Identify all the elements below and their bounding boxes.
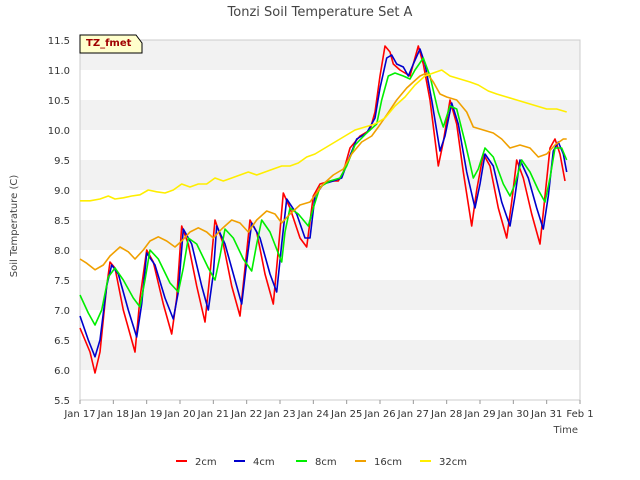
y-tick-label: 11.0 xyxy=(48,66,70,77)
plot-band xyxy=(80,280,580,310)
legend: 2cm 4cm 8cm 16cm 32cm xyxy=(176,457,467,468)
x-tick-label: Jan 22 xyxy=(230,409,262,420)
x-tick-label: Jan 30 xyxy=(497,409,529,420)
plot-band xyxy=(80,190,580,220)
y-tick-label: 7.5 xyxy=(54,276,70,287)
plot-band xyxy=(80,100,580,130)
x-tick-label: Jan 29 xyxy=(463,409,495,420)
y-tick-label: 10.0 xyxy=(48,126,70,137)
series-line-8cm xyxy=(79,57,568,326)
plot-band xyxy=(80,70,580,100)
chart-title: Tonzi Soil Temperature Set A xyxy=(227,5,413,20)
x-tick-label: Jan 21 xyxy=(197,409,229,420)
plot-band xyxy=(80,220,580,250)
x-tick-label: Jan 18 xyxy=(97,409,129,420)
y-tick-label: 9.0 xyxy=(54,186,70,197)
y-tick-label: 8.5 xyxy=(54,216,70,227)
legend-label-32cm: 32cm xyxy=(439,457,467,468)
x-tick-label: Jan 17 xyxy=(63,409,95,420)
x-tick-label: Jan 20 xyxy=(163,409,195,420)
legend-label-2cm: 2cm xyxy=(195,457,217,468)
y-tick-label: 6.5 xyxy=(54,336,70,347)
plot-band xyxy=(80,40,580,70)
y-axis-label: Soil Temperature (C) xyxy=(9,175,20,278)
x-tick-label: Jan 19 xyxy=(130,409,162,420)
legend-label-8cm: 8cm xyxy=(315,457,337,468)
x-axis-ticks: Jan 17 Jan 18 Jan 19 Jan 20 Jan 21 Jan 22 Jan … xyxy=(63,400,594,420)
legend-label-4cm: 4cm xyxy=(253,457,275,468)
plot-band xyxy=(80,340,580,370)
x-tick-label: Jan 31 xyxy=(530,409,562,420)
y-tick-label: 6.0 xyxy=(54,366,70,377)
series-line-32cm xyxy=(80,69,567,202)
x-tick-label: Jan 25 xyxy=(330,409,362,420)
series-line-16cm xyxy=(79,72,567,271)
plot-frame xyxy=(79,39,581,401)
site-tag-box xyxy=(79,34,143,54)
x-tick-label: Jan 26 xyxy=(363,409,395,420)
plot-band xyxy=(80,370,580,400)
plot-band xyxy=(80,310,580,340)
y-tick-label: 7.0 xyxy=(54,306,70,317)
series-line-4cm xyxy=(79,48,568,358)
y-tick-label: 5.5 xyxy=(54,396,70,407)
x-tick-label: Jan 28 xyxy=(430,409,462,420)
y-tick-label: 11.5 xyxy=(48,36,70,47)
plot-background-bands xyxy=(80,40,580,400)
y-tick-label: 10.5 xyxy=(48,96,70,107)
site-tag: TZ_fmet xyxy=(79,34,143,54)
y-tick-label: 9.5 xyxy=(54,156,70,167)
x-tick-label: Jan 24 xyxy=(297,409,329,420)
x-tick-label: Feb 1 xyxy=(566,409,593,420)
plot-band xyxy=(80,250,580,280)
x-axis-label: Time xyxy=(553,425,578,436)
series-lines xyxy=(79,45,568,374)
legend-label-16cm: 16cm xyxy=(374,457,402,468)
y-axis-ticks: 5.5 6.0 6.5 7.0 7.5 8.0 8.5 9.0 9.5 10.0 10.5 11.0 1… xyxy=(48,36,70,407)
x-tick-label: Jan 23 xyxy=(263,409,295,420)
x-tick-label: Jan 27 xyxy=(397,409,429,420)
site-tag-label: TZ_fmet xyxy=(86,38,132,49)
y-tick-label: 8.0 xyxy=(54,246,70,257)
